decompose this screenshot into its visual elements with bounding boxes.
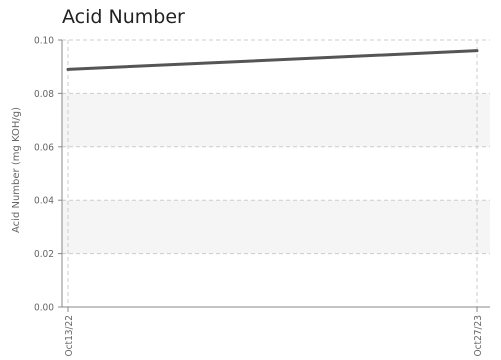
y-tick-label: 0.00 <box>34 303 54 314</box>
y-tick-label: 0.04 <box>34 196 54 207</box>
axes <box>61 40 490 308</box>
background-bands <box>62 93 490 254</box>
y-tick-label: 0.06 <box>34 142 54 153</box>
x-ticks: Oct13/22 Oct27/23 <box>64 307 484 356</box>
background-band <box>62 200 490 254</box>
gridlines <box>62 39 490 307</box>
y-tick-label: 0.08 <box>34 89 54 100</box>
y-tick-label: 0.02 <box>34 249 54 260</box>
y-ticks: 0.00 0.02 0.04 0.06 0.08 0.10 <box>34 36 62 314</box>
y-axis-label: Acid Number (mg KOH/g) <box>11 107 22 233</box>
x-tick-label: Oct27/23 <box>473 315 484 356</box>
y-tick-label: 0.10 <box>34 36 54 47</box>
chart-title: Acid Number <box>62 6 185 28</box>
series-group <box>66 49 479 71</box>
background-band <box>62 93 490 147</box>
series-line <box>66 49 479 71</box>
x-tick-label: Oct13/22 <box>64 315 75 356</box>
